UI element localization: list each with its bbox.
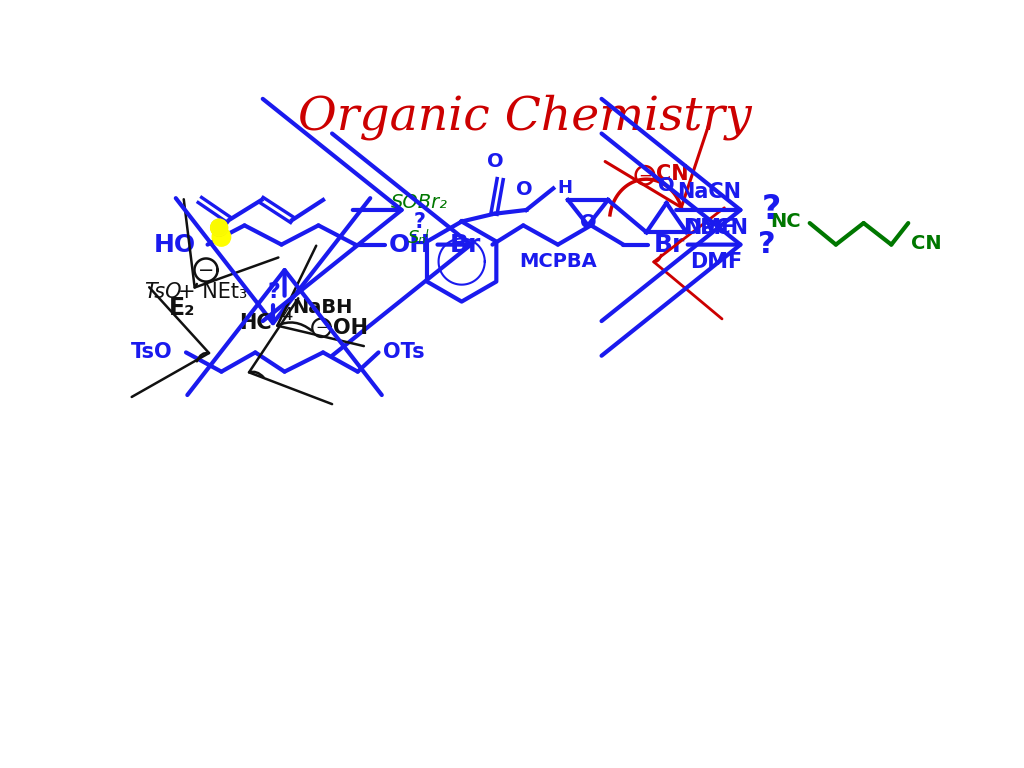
Text: 4: 4 bbox=[282, 306, 293, 324]
Text: ?: ? bbox=[758, 230, 776, 259]
Text: MCPBA: MCPBA bbox=[519, 252, 597, 271]
Text: TsO: TsO bbox=[144, 283, 182, 303]
Text: OTs: OTs bbox=[383, 343, 425, 362]
Circle shape bbox=[212, 227, 230, 247]
Text: E₂: E₂ bbox=[169, 296, 196, 319]
Text: SOBr₂: SOBr₂ bbox=[391, 193, 447, 212]
Text: ?: ? bbox=[267, 283, 281, 303]
Text: Br: Br bbox=[450, 233, 481, 257]
Text: NaCN: NaCN bbox=[684, 217, 748, 237]
Text: −: − bbox=[638, 167, 652, 184]
Text: NC: NC bbox=[770, 212, 801, 231]
Text: OH: OH bbox=[388, 233, 431, 257]
Circle shape bbox=[211, 219, 227, 236]
Text: NaBH: NaBH bbox=[292, 298, 352, 317]
Text: Br: Br bbox=[654, 233, 685, 257]
Text: DMF: DMF bbox=[683, 217, 735, 237]
Text: −: − bbox=[315, 320, 328, 336]
Text: ?: ? bbox=[762, 194, 781, 227]
Text: O: O bbox=[516, 180, 534, 199]
Text: H: H bbox=[557, 180, 572, 197]
Text: HC: HC bbox=[239, 313, 271, 333]
Text: Sₙᴵ: Sₙᴵ bbox=[409, 230, 430, 247]
Text: Organic Chemistry: Organic Chemistry bbox=[298, 94, 752, 141]
Text: O: O bbox=[580, 213, 596, 231]
Text: −: − bbox=[198, 261, 214, 280]
Text: TsO: TsO bbox=[131, 343, 173, 362]
Text: + NEt₃: + NEt₃ bbox=[178, 283, 248, 303]
Text: ?: ? bbox=[414, 211, 425, 231]
Text: O: O bbox=[658, 177, 675, 195]
Text: NaCN: NaCN bbox=[678, 182, 741, 202]
Text: HO: HO bbox=[154, 233, 196, 257]
Text: OH: OH bbox=[333, 318, 368, 338]
Text: CN: CN bbox=[655, 164, 688, 184]
Text: DMF: DMF bbox=[689, 252, 741, 272]
Circle shape bbox=[211, 219, 227, 236]
Text: O: O bbox=[487, 153, 504, 171]
Text: CN: CN bbox=[911, 233, 942, 253]
